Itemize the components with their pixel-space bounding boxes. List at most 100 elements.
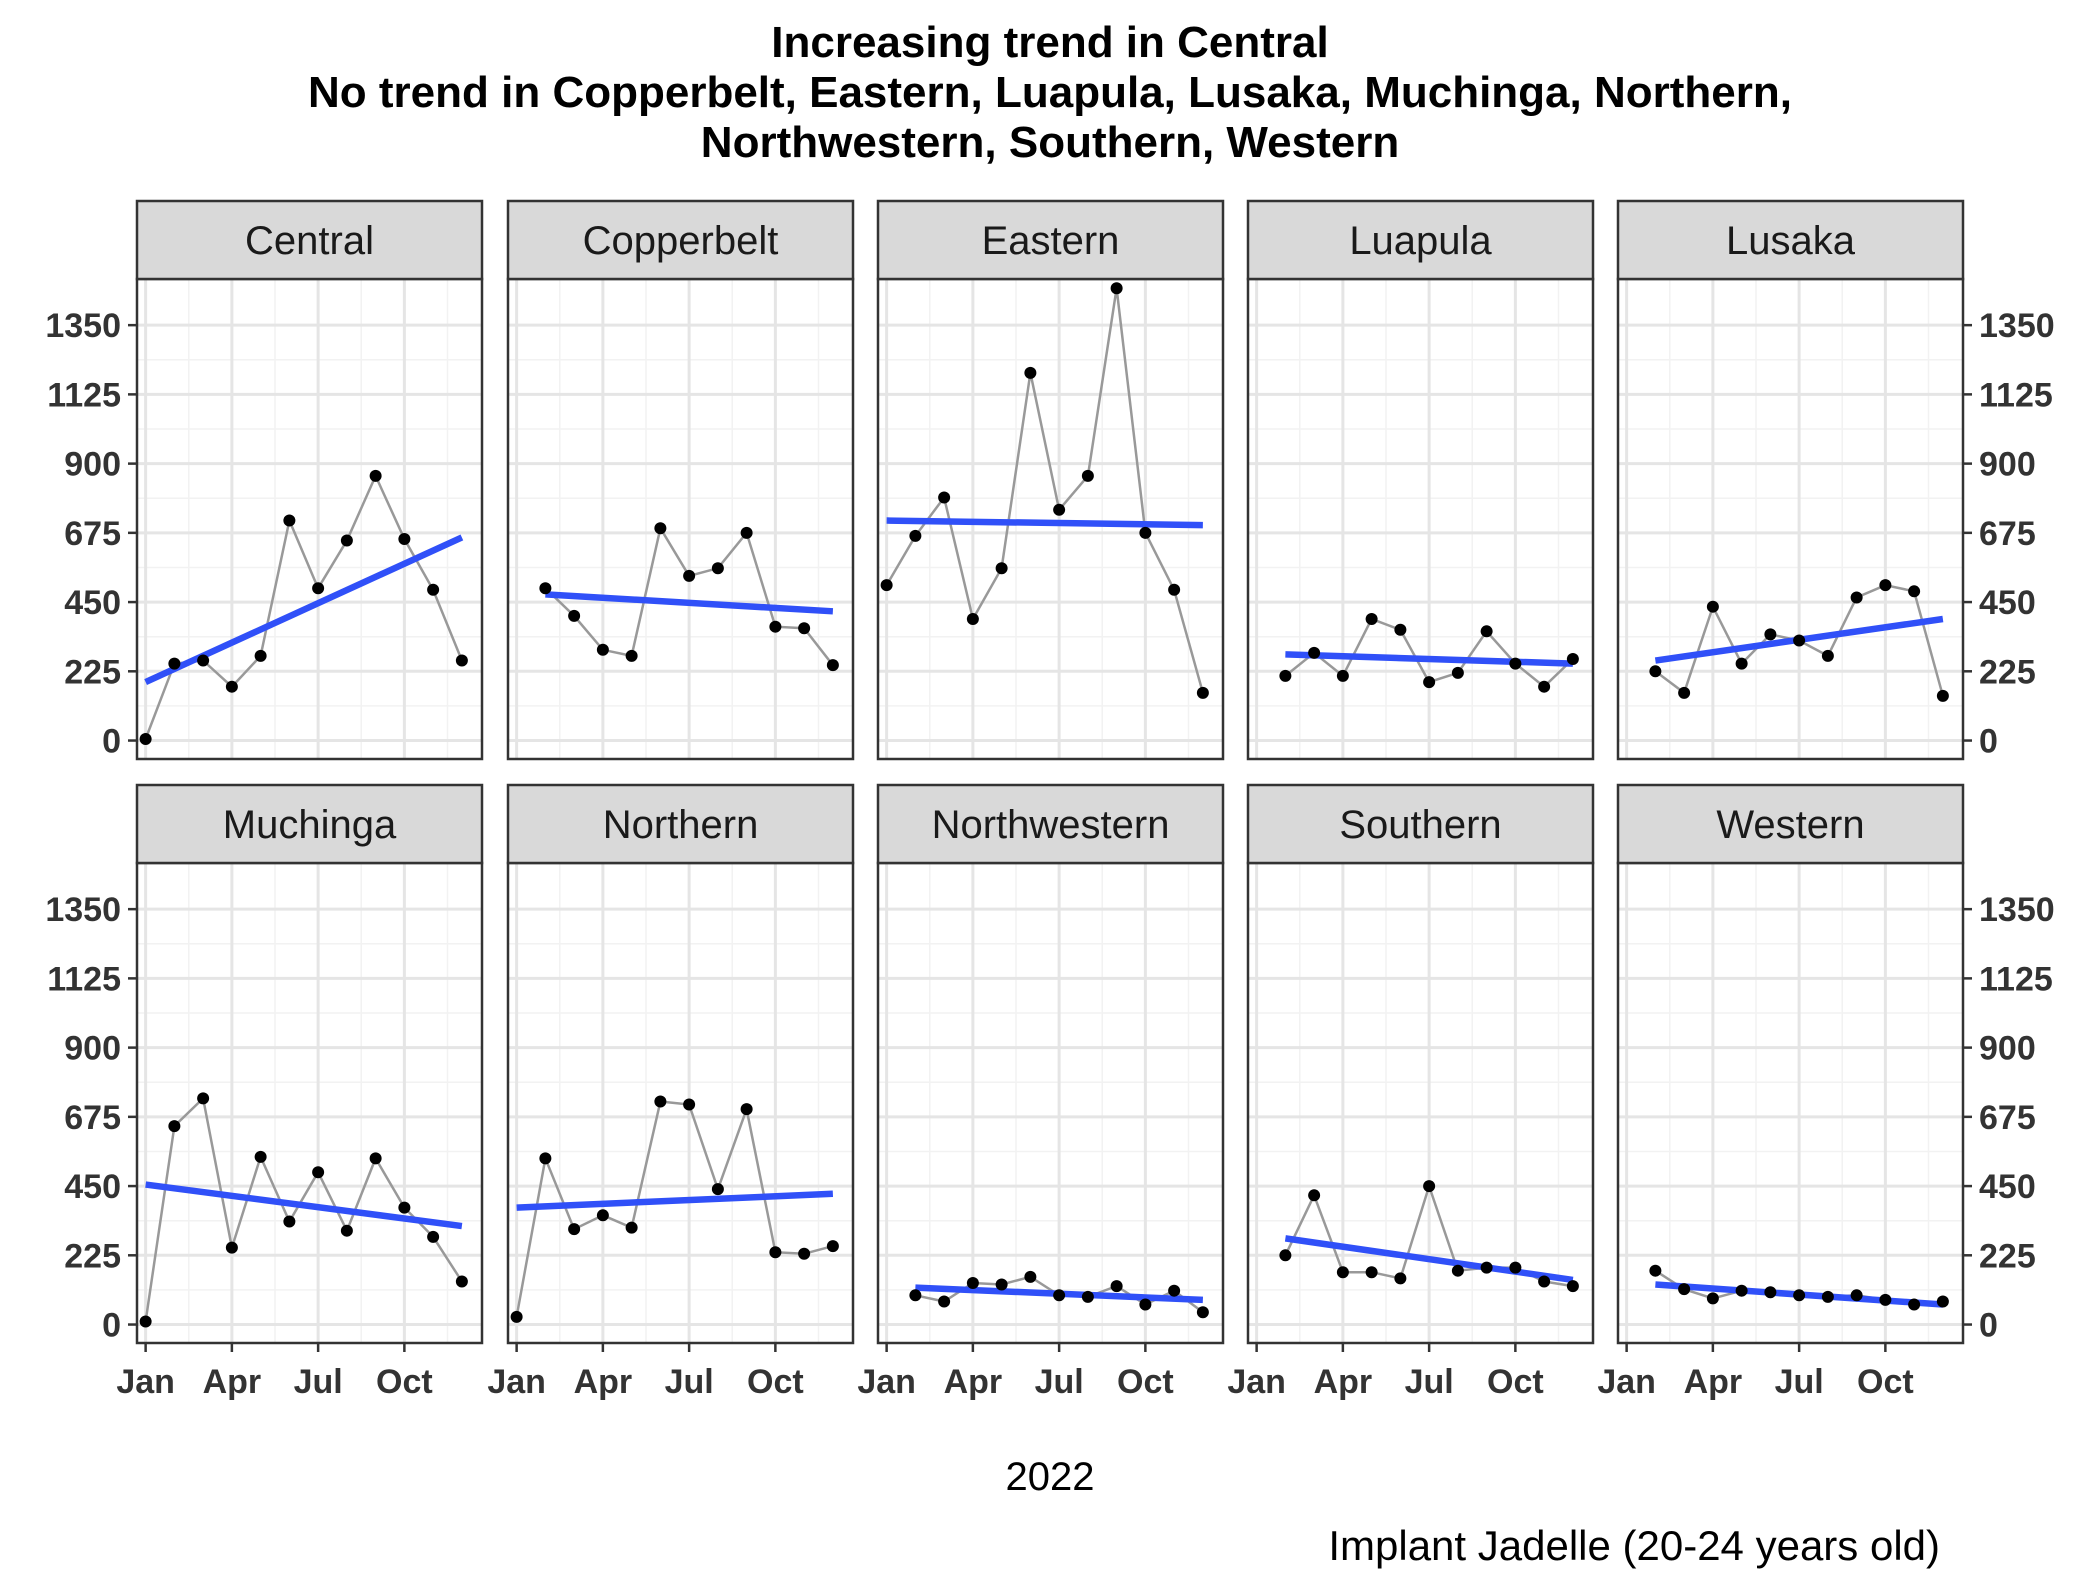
data-point <box>1024 1270 1037 1283</box>
data-point <box>427 1230 440 1243</box>
data-point <box>596 643 609 656</box>
data-point <box>1480 625 1493 638</box>
data-point <box>1024 366 1037 379</box>
data-point <box>539 582 552 595</box>
data-point <box>1735 657 1748 670</box>
data-point <box>798 622 811 635</box>
x-tick-label: Jul <box>665 1363 714 1401</box>
data-point <box>711 562 724 575</box>
strip-label: Eastern <box>982 219 1120 263</box>
chart-title: Increasing trend in Central No trend in … <box>0 18 2100 168</box>
trend-line <box>545 591 834 615</box>
x-tick-label: Apr <box>944 1363 1003 1401</box>
y-tick-label: 1350 <box>1979 891 2055 929</box>
data-point <box>1336 1266 1349 1279</box>
strip-background <box>135 199 484 281</box>
data-point <box>1649 665 1662 678</box>
data-point <box>168 1120 181 1133</box>
major-grid <box>508 279 853 759</box>
data-point <box>398 1201 411 1214</box>
series-line <box>144 1095 463 1322</box>
data-point <box>625 649 638 662</box>
title-line-1: Increasing trend in Central <box>771 18 1329 67</box>
minor-grid <box>1248 279 1593 759</box>
trend-line <box>145 1181 463 1230</box>
data-point <box>1365 1266 1378 1279</box>
data-point <box>1538 1275 1551 1288</box>
y-tick-label: 450 <box>64 584 121 622</box>
panel-background <box>1618 279 1963 759</box>
x-tick-label: Oct <box>1487 1363 1544 1401</box>
data-point <box>1308 646 1321 659</box>
data-point <box>197 1092 210 1105</box>
data-point <box>966 613 979 625</box>
strip-background <box>506 783 855 865</box>
data-point <box>654 522 667 535</box>
data-point <box>1879 579 1892 592</box>
strip-label: Northern <box>603 803 759 847</box>
data-point <box>1908 1298 1921 1311</box>
x-axis-label: 2022 <box>1005 1455 1095 1499</box>
data-point <box>1566 1280 1579 1293</box>
strip-background <box>876 199 1225 281</box>
panel-muchinga: Muchinga Jan Apr Jul Oct 0 225 450 675 900 1125 135… <box>45 783 484 1401</box>
y-tick-label: 1350 <box>1979 307 2055 345</box>
minor-grid <box>1618 863 1963 1343</box>
data-point <box>1279 669 1292 682</box>
minor-grid <box>878 863 1223 1343</box>
y-tick-label: 0 <box>1979 1307 1998 1345</box>
x-tick-label: Jan <box>1597 1363 1656 1401</box>
data-point <box>197 654 210 667</box>
major-grid <box>1618 279 1963 759</box>
data-point <box>938 1295 951 1308</box>
strip-background <box>135 783 484 865</box>
data-point <box>510 1310 523 1323</box>
data-point <box>1821 649 1834 662</box>
data-point <box>1850 1289 1863 1302</box>
data-point <box>340 534 353 547</box>
strip-background <box>506 199 855 281</box>
y-tick-label: 1125 <box>47 960 121 998</box>
data-point <box>168 657 181 670</box>
x-tick-label: Apr <box>203 1363 262 1401</box>
data-point <box>740 526 753 539</box>
x-tick-label: Apr <box>1314 1363 1373 1401</box>
panel-background <box>1248 863 1593 1343</box>
data-point <box>1649 1264 1662 1277</box>
data-point <box>1308 1189 1321 1202</box>
y-tick-label: 225 <box>64 1237 121 1275</box>
strip-label: Western <box>1716 803 1864 847</box>
x-tick-label: Jan <box>857 1363 916 1401</box>
data-point <box>312 582 325 595</box>
data-point <box>654 1095 667 1108</box>
y-tick-label: 225 <box>64 653 121 691</box>
data-point <box>1706 1292 1719 1305</box>
data-point <box>1764 628 1777 641</box>
data-point <box>427 583 440 596</box>
panel-background <box>508 279 853 759</box>
y-tick-label: 1350 <box>45 307 121 345</box>
data-point <box>283 514 296 527</box>
x-tick-label: Apr <box>1684 1363 1743 1401</box>
series-line <box>885 288 1205 694</box>
data-point <box>1423 1180 1436 1193</box>
data-point <box>740 1103 753 1116</box>
chart-caption: Implant Jadelle (20-24 years old) <box>1328 1522 1940 1569</box>
data-point <box>254 649 267 662</box>
panel-southern: Southern Jan Apr Jul Oct <box>1227 783 1595 1401</box>
y-tick-label: 675 <box>64 515 121 553</box>
x-tick-label: Oct <box>1117 1363 1174 1401</box>
minor-grid <box>137 863 482 1343</box>
data-point <box>225 680 238 693</box>
data-point <box>1279 1249 1292 1262</box>
data-point <box>1110 282 1123 295</box>
strip-background <box>1616 199 1965 281</box>
data-point <box>826 1240 839 1253</box>
major-grid <box>1618 863 1963 1343</box>
data-point <box>826 659 839 672</box>
trend-line <box>1285 651 1573 667</box>
data-point <box>369 469 382 482</box>
data-point <box>1336 669 1349 682</box>
major-grid <box>508 863 853 1343</box>
data-point <box>995 562 1008 575</box>
